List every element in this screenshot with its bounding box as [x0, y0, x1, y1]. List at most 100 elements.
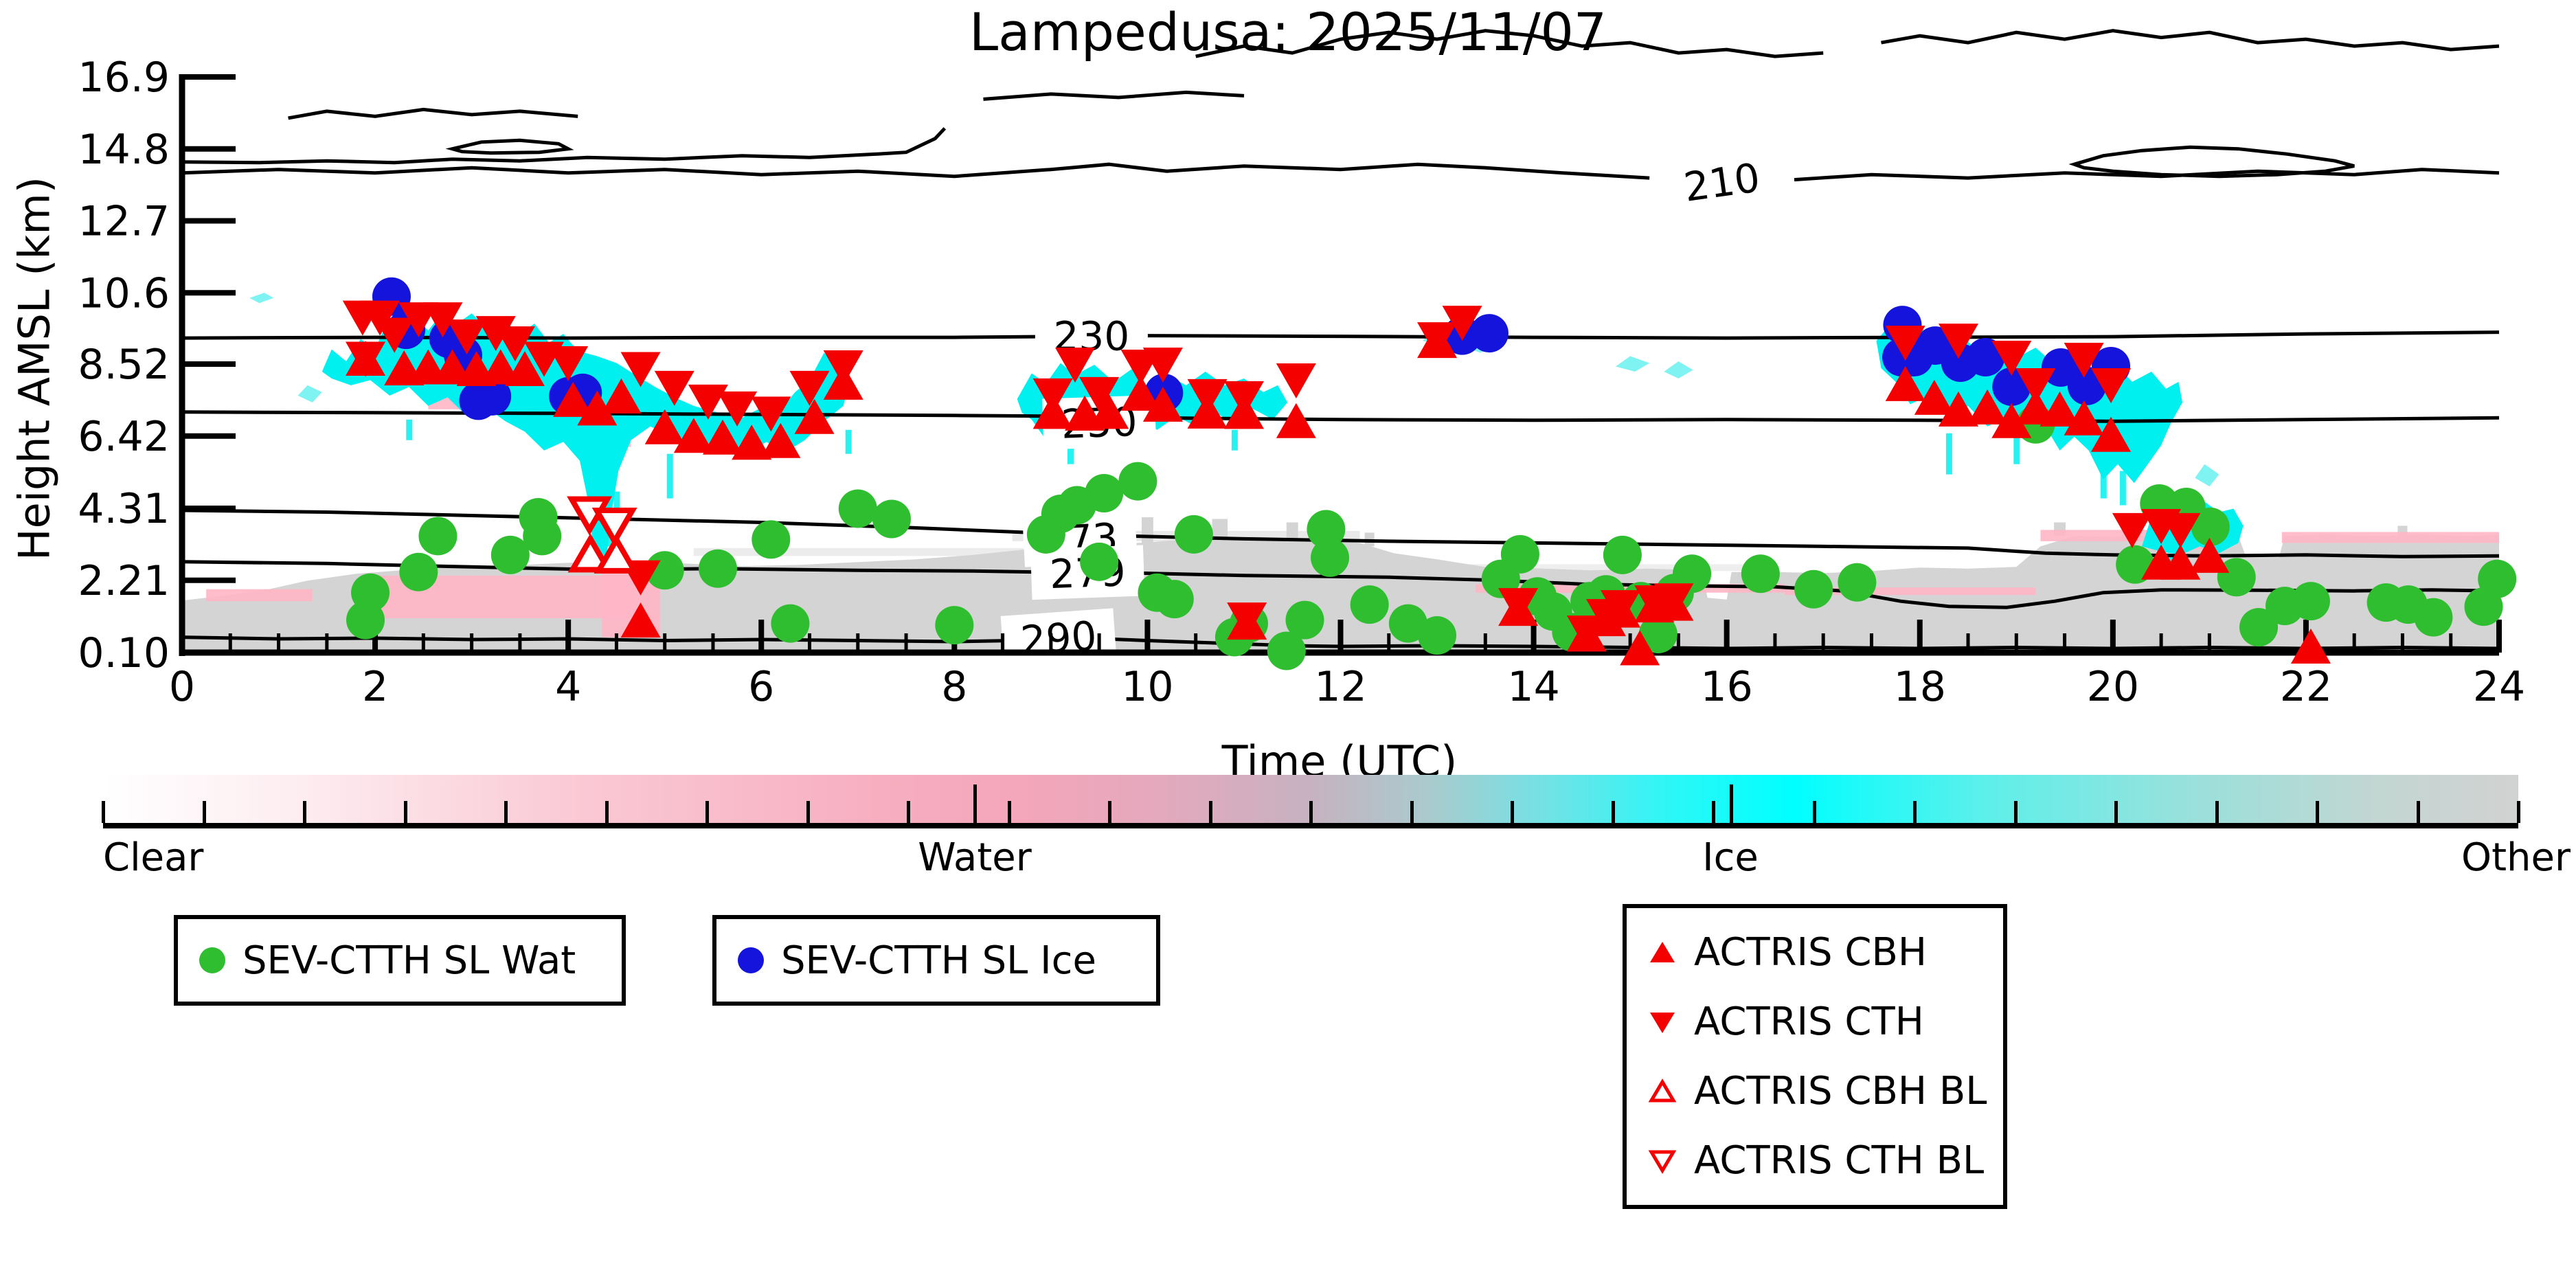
legend-label-cth: ACTRIS CTH	[1694, 999, 1924, 1044]
colorbar-tick	[1913, 801, 1917, 823]
scatter-triangle-down	[2160, 512, 2201, 548]
classification-colorbar	[102, 775, 2520, 828]
scatter-triangle-down	[548, 346, 589, 382]
scatter-triangle-up	[1089, 394, 1129, 429]
y-tick-label: 2.21	[78, 557, 170, 605]
ice-cloud-region	[249, 293, 274, 304]
scatter-triangle-down	[2064, 343, 2104, 379]
cbh-bl-triangle-icon	[1648, 1078, 1677, 1102]
colorbar-tick	[303, 801, 306, 823]
ice-cloud-streak	[845, 429, 852, 454]
ice-cloud-streak	[2119, 471, 2126, 506]
scatter-triangle-down	[447, 319, 487, 355]
x-tick-label: 20	[2087, 663, 2139, 711]
legend-row-sev-wat: SEV-CTTH SL Wat	[178, 934, 622, 987]
scatter-triangle-up	[2189, 537, 2230, 573]
scatter-dot	[1085, 474, 1124, 513]
scatter-triangle-up	[1938, 391, 1978, 427]
scatter-triangle-up	[732, 425, 772, 460]
colorbar-tall-tick	[973, 784, 978, 823]
scatter-dot	[2217, 558, 2256, 597]
colorbar-tick	[605, 801, 609, 823]
water-dot-icon	[199, 947, 225, 973]
x-tick-label: 0	[169, 663, 195, 711]
scatter-triangle-up	[1620, 630, 1660, 666]
scatter-triangle-up	[2290, 629, 2331, 664]
time-height-plot: 2102302502732792900246810121416182022240…	[78, 29, 2525, 711]
colorbar-tick	[403, 801, 407, 823]
scatter-dot	[1311, 538, 1350, 577]
scatter-dot	[1500, 534, 1539, 574]
x-tick-label: 8	[941, 663, 967, 711]
contour-line-210-system	[1195, 29, 1824, 58]
x-tick-label: 18	[1894, 663, 1946, 711]
y-tick-label: 14.8	[78, 126, 170, 174]
scatter-triangle-down	[1055, 348, 1096, 383]
cth-bl-triangle-icon	[1648, 1150, 1677, 1174]
ice-cloud-streak	[2013, 436, 2020, 464]
scatter-dot	[2478, 559, 2517, 598]
colorbar-label-clear: Clear	[103, 835, 204, 880]
colorbar-tick	[1712, 801, 1715, 823]
colorbar-tick	[2416, 801, 2420, 823]
scatter-triangle-up	[553, 381, 594, 417]
scatter-triangle-up	[1991, 403, 2032, 438]
scatter-triangle-up	[1120, 375, 1161, 411]
scatter-dot	[1418, 616, 1457, 655]
colorbar-tick	[1309, 801, 1313, 823]
x-tick-label: 12	[1314, 663, 1366, 711]
scatter-triangle-down	[1601, 590, 1641, 626]
scatter-dot	[699, 549, 738, 588]
colorbar-tick	[1511, 801, 1514, 823]
scatter-triangle-down	[1442, 306, 1482, 341]
scatter-dot	[1966, 338, 2005, 377]
scatter-triangle-up-open	[594, 534, 640, 574]
contour-label-210: 210	[1681, 154, 1763, 211]
scatter-triangle-up	[2160, 544, 2201, 580]
scatter-triangle-down	[1032, 378, 1073, 414]
scatter-triangle-down	[823, 350, 863, 385]
ice-cloud-streak	[666, 453, 673, 499]
colorbar-tick	[2517, 801, 2520, 823]
colorbar-tick	[1108, 801, 1111, 823]
scatter-dot	[752, 520, 791, 559]
y-tick-label: 16.9	[78, 54, 170, 102]
scatter-triangle-down	[2015, 368, 2056, 403]
scatter-triangle-down	[346, 341, 386, 377]
y-tick-label: 6.42	[78, 413, 170, 461]
contour-line-230	[1142, 330, 2500, 340]
scatter-dot	[935, 606, 974, 645]
scatter-dot	[1388, 604, 1427, 643]
scatter-dot	[872, 499, 911, 539]
scatter-triangle-down	[688, 384, 728, 420]
ice-cloud-streak	[1067, 447, 1074, 464]
colorbar-tick	[2215, 801, 2219, 823]
other-cloud-speckle	[693, 547, 1041, 556]
scatter-triangle-down	[1991, 341, 2032, 376]
scatter-triangle-down	[1498, 588, 1539, 624]
x-tick-label: 4	[555, 663, 581, 711]
scatter-dot	[473, 376, 512, 416]
scatter-dot	[1174, 515, 1213, 554]
y-tick-label: 0.10	[78, 629, 170, 677]
water-cloud-region	[1784, 587, 2036, 596]
scatter-triangle-down	[1417, 322, 1458, 358]
scatter-triangle-up	[480, 349, 521, 385]
scatter-dot	[418, 517, 457, 556]
scatter-triangle-down	[789, 370, 830, 406]
scatter-triangle-up	[703, 419, 743, 455]
contour-label-290: 290	[1019, 612, 1098, 664]
scatter-triangle-up-open	[567, 533, 613, 573]
ice-cloud-streak	[2100, 453, 2107, 499]
contour-line-230	[181, 335, 1037, 340]
scatter-dot	[1267, 631, 1306, 670]
contour-line-210-system	[288, 107, 578, 120]
other-cloud-speckle	[1398, 564, 1765, 572]
scatter-layer	[342, 277, 2517, 670]
ice-cloud-streak	[1231, 429, 1238, 451]
ice-cloud-streak	[1945, 433, 1952, 475]
scatter-triangle-up	[2015, 389, 2056, 425]
cth-triangle-icon	[1650, 1012, 1675, 1033]
legend-label-cbh-bl: ACTRIS CBH BL	[1694, 1069, 1987, 1114]
ice-dot-icon	[738, 947, 764, 973]
